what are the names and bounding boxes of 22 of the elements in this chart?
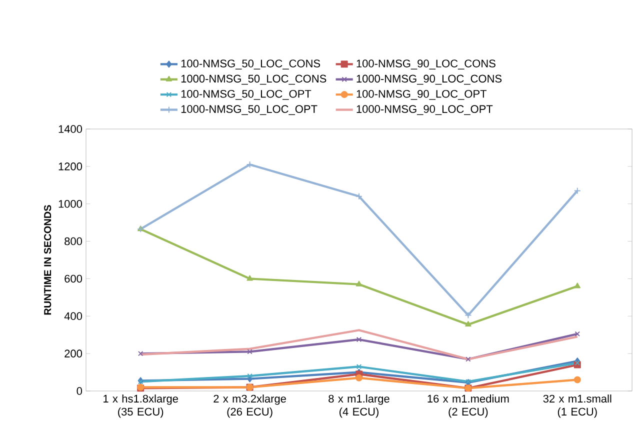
y-tick-label: 0 (76, 387, 82, 395)
legend-label: 1000-NMSG_90_LOC_OPT (356, 105, 493, 115)
legend-label: 1000-NMSG_50_LOC_CONS (181, 74, 326, 85)
y-tick-label: 400 (64, 312, 82, 320)
y-tick-label: 600 (64, 274, 82, 283)
legend-label: 100-NMSG_90_LOC_OPT (356, 90, 487, 100)
legend-label: 100-NMSG_90_LOC_CONS (356, 60, 496, 70)
legend-label: 1000-NMSG_90_LOC_CONS (356, 74, 502, 85)
x-tick-label: 8 x m1.large (4 ECU) (328, 394, 390, 418)
y-tick-label: 200 (64, 350, 82, 358)
y-tick-label: 1000 (58, 200, 82, 208)
legend-label: 100-NMSG_50_LOC_CONS (181, 60, 320, 70)
x-tick-label: 32 x m1.small (1 ECU) (543, 394, 612, 418)
legend-label: 1000-NMSG_50_LOC_OPT (181, 105, 318, 115)
x-tick-label: 1 x hs1.8xlarge (35 ECU) (104, 394, 178, 418)
y-tick-label: 1400 (58, 125, 82, 133)
x-tick-label: 2 x m3.2xlarge (26 ECU) (214, 394, 286, 418)
x-tick-label: 16 x m1.medium (2 ECU) (428, 394, 509, 418)
legend-label: 100-NMSG_50_LOC_OPT (181, 90, 312, 100)
y-tick-label: 1200 (58, 162, 82, 170)
y-tick-label: 800 (64, 237, 82, 246)
y-axis-title: RUNTIME IN SECONDS (44, 205, 52, 315)
